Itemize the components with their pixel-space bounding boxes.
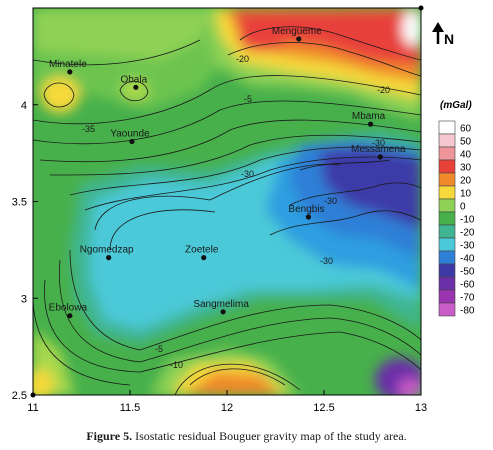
town-dot [305,214,312,220]
contour-value-label: -5 [155,344,163,354]
town-label: Minatele [49,59,87,70]
legend-swatch [438,120,456,135]
legend-value: -70 [460,293,475,304]
color-scale-legend: 60 50 40 30 20 10 0 -10 -20 -30 -40 -50 -60 -70 -80 [438,120,475,317]
legend-value: -30 [460,241,475,252]
legend-swatch [438,133,456,148]
town-label: Zoetele [185,245,219,256]
legend-value: -80 [460,306,475,317]
legend-swatch [438,172,456,187]
legend-value: -50 [460,267,475,278]
legend-value: 10 [460,189,472,200]
town-label: Sangmelima [193,299,249,310]
legend-swatch [438,185,456,200]
legend-value: 30 [460,163,472,174]
contour-value-label: -20 [377,85,390,95]
legend-value: 60 [460,124,472,135]
legend-swatch [438,198,456,213]
contour-labels: -20 -20 -5 -35 -30 -30 -30 -30 -5 -10 [82,54,390,370]
x-tick-label: 12 [221,402,233,414]
legend-value: 0 [460,202,466,213]
y-tick-label: 4 [21,100,27,112]
legend-value: -10 [460,215,475,226]
axis-ticks: 11 11.5 12 12.5 13 2.5 3 3.5 4 [12,100,427,414]
caption-label: Figure 5. [86,429,133,443]
town-label: Messamena [351,144,406,155]
contour-value-label: -5 [244,94,252,104]
contour-lines [33,26,421,395]
legend-swatch [438,302,456,317]
legend-value: -60 [460,280,475,291]
y-tick-label: 3 [21,293,27,305]
y-tick-label: 2.5 [12,390,27,402]
town-label: Obala [120,74,147,85]
legend-swatch [438,276,456,291]
legend-value: 40 [460,150,472,161]
town-label: Ngomedzap [80,245,134,256]
legend-unit: (mGal) [440,100,472,111]
contour-value-label: -20 [236,54,249,64]
legend-value: 20 [460,176,472,187]
legend-value: -20 [460,228,475,239]
town-dot [377,154,383,160]
x-tick-label: 11 [27,402,38,414]
x-tick-label: 11.5 [120,402,141,414]
figure-caption: Figure 5. Isostatic residual Bouguer gra… [0,429,493,444]
contour-value-label: -35 [82,124,95,134]
town-dot [220,309,226,315]
legend-swatch [438,237,456,252]
town-dot [367,121,374,127]
contour-value-label: -10 [170,360,183,370]
anomaly-field [33,8,421,395]
contour-value-label: -30 [241,169,254,179]
town-dot [129,138,135,145]
town-label: Bengbis [288,204,324,215]
town-dot [296,36,302,42]
legend-swatch [438,289,456,304]
caption-text: Isostatic residual Bouguer gravity map o… [132,429,407,443]
legend-swatch [438,211,456,226]
north-arrow-icon: N [432,22,454,47]
contour-value-label: -30 [320,256,333,266]
town-label: Yaounde [110,129,150,140]
town-label: Mbama [352,111,386,122]
town-dot [133,84,139,90]
town-dot [67,313,73,319]
north-label: N [444,31,454,47]
x-tick-label: 12.5 [313,402,334,414]
legend-swatch [438,146,456,161]
legend-swatch [438,224,456,239]
y-tick-label: 3.5 [12,197,27,209]
town-dot [201,255,207,261]
town-markers: Minatele Obala Mengueme Mbama Yaounde Messame… [49,26,406,319]
x-tick-label: 13 [415,402,427,414]
contour-value-label: -30 [372,138,385,148]
legend-swatch [438,159,456,174]
legend-swatch [438,250,456,265]
town-dot [106,255,112,261]
town-dot [67,69,73,75]
town-label: Mengueme [272,26,322,37]
contour-value-label: -30 [324,196,337,206]
legend-swatch [438,263,456,278]
legend-value: -40 [460,254,475,265]
town-label: Ebolowa [49,303,88,314]
legend-value: 50 [460,137,472,148]
